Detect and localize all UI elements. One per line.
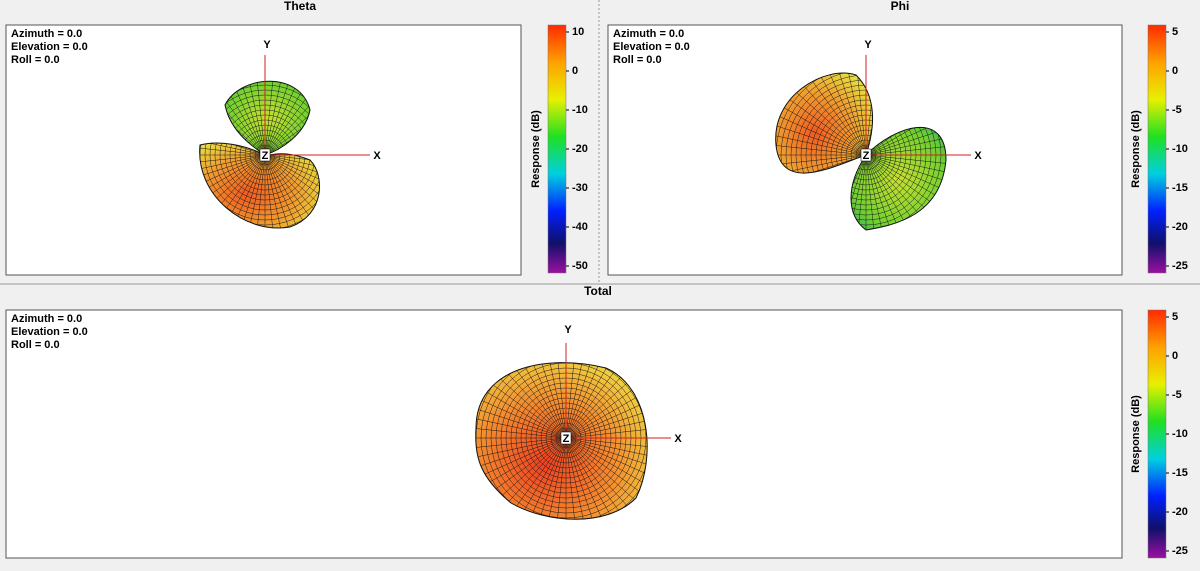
colorbar-tick-label: -40 (572, 221, 588, 233)
colorbar-tick-label: -50 (572, 260, 588, 272)
axis-label: Y (864, 39, 872, 51)
axis-label: Z (863, 150, 870, 162)
colorbar (1147, 309, 1167, 559)
axis-label: X (674, 433, 682, 445)
colorbar-tick-label: 5 (1172, 26, 1178, 38)
colorbar-tick-label: -25 (1172, 260, 1188, 272)
colorbar-tick-label: 5 (1172, 311, 1178, 323)
axis-label: X (373, 150, 381, 162)
axis-label: Y (564, 324, 572, 336)
colorbar-tick-label: -10 (572, 104, 588, 116)
view-info: Elevation = 0.0 (11, 326, 88, 338)
view-info: Elevation = 0.0 (613, 41, 690, 53)
plot-area (5, 24, 522, 276)
colorbar-tick-label: 10 (572, 26, 584, 38)
axis-label: Z (262, 150, 269, 162)
colorbar-tick-label: 0 (572, 65, 578, 77)
mesh-ring (780, 73, 946, 231)
colorbar-tick-label: -20 (572, 143, 588, 155)
colorbar-tick-label: -15 (1172, 467, 1188, 479)
colorbar-tick-label: -10 (1172, 143, 1188, 155)
view-info: Elevation = 0.0 (11, 41, 88, 53)
mesh-ring (475, 362, 648, 520)
colorbar-tick-label: -20 (1172, 221, 1188, 233)
view-info: Roll = 0.0 (11, 54, 60, 66)
colorbar-label: Response (dB) (1130, 110, 1142, 188)
colorbar (1147, 24, 1167, 274)
axis-label: X (974, 150, 982, 162)
axis-label: Y (263, 39, 271, 51)
z-label-box (259, 148, 271, 162)
view-info: Azimuth = 0.0 (613, 28, 684, 40)
view-info: Azimuth = 0.0 (11, 313, 82, 325)
colorbar-tick-label: -20 (1172, 506, 1188, 518)
view-info: Azimuth = 0.0 (11, 28, 82, 40)
colorbar-label: Response (dB) (530, 110, 542, 188)
axis-label: Z (563, 433, 570, 445)
z-label-box (860, 148, 872, 162)
panel-title: Phi (891, 0, 910, 13)
colorbar-tick-label: -10 (1172, 428, 1188, 440)
mesh-ring (480, 362, 648, 520)
view-info: Roll = 0.0 (11, 339, 60, 351)
view-info: Roll = 0.0 (613, 54, 662, 66)
panel-title: Total (584, 284, 612, 298)
z-label-box (560, 431, 572, 445)
panel-title: Theta (284, 0, 316, 13)
colorbar-tick-label: -25 (1172, 545, 1188, 557)
colorbar-label: Response (dB) (1130, 395, 1142, 473)
colorbar (547, 24, 567, 274)
colorbar-tick-label: -5 (1172, 389, 1182, 401)
colorbar-tick-label: -5 (1172, 104, 1182, 116)
colorbar-tick-label: -15 (1172, 182, 1188, 194)
colorbar-tick-label: 0 (1172, 65, 1178, 77)
colorbar-tick-label: 0 (1172, 350, 1178, 362)
colorbar-tick-label: -30 (572, 182, 588, 194)
